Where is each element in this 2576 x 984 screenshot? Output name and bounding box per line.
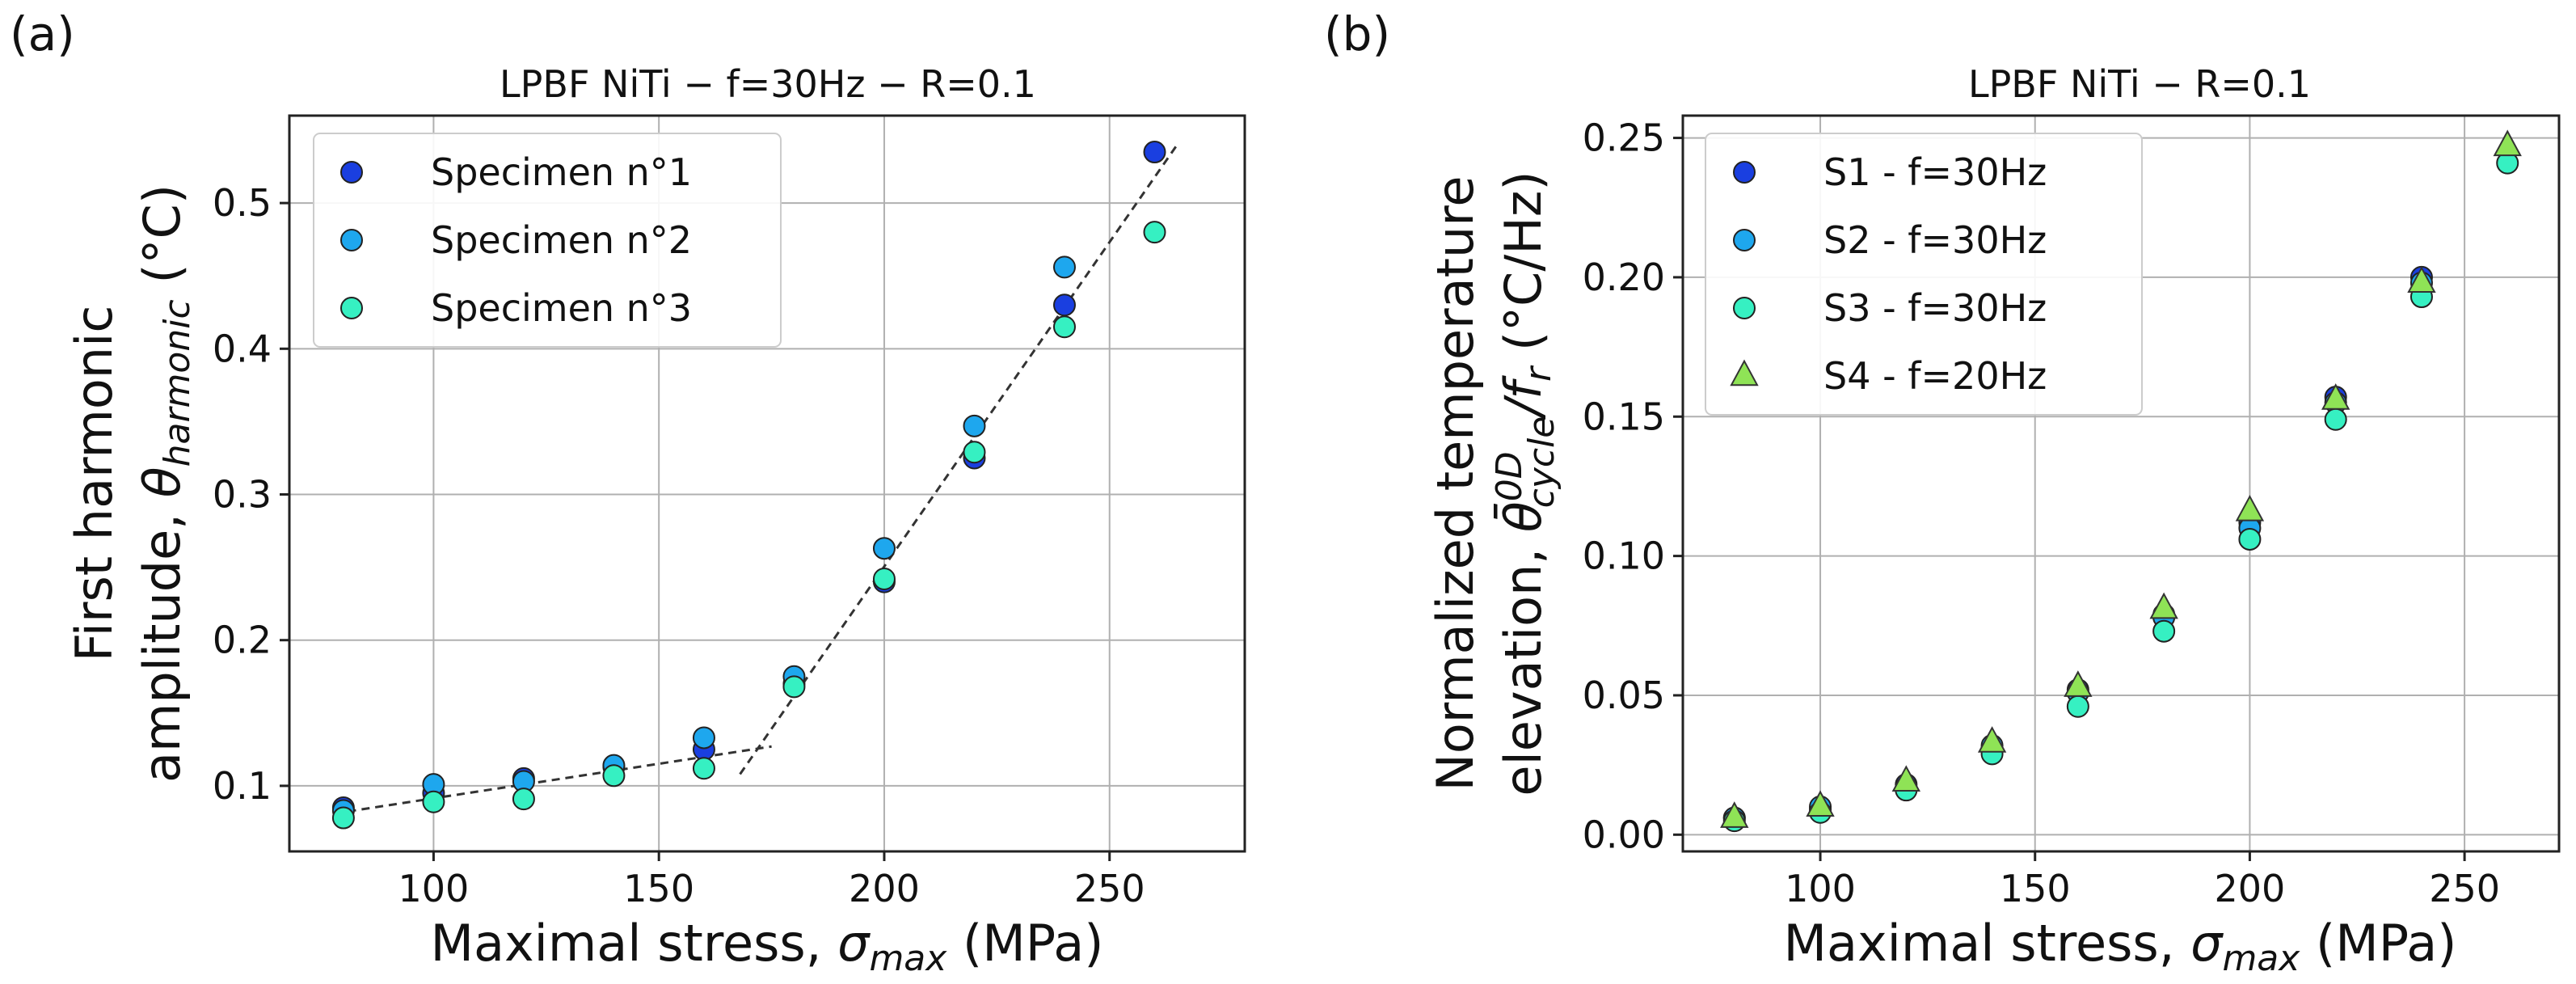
panel-b-title: LPBF NiTi − R=0.1	[1968, 62, 2311, 106]
panel-a-y-axis-label-line1: First harmonic	[65, 306, 124, 662]
panel-b-axes-frame	[1681, 114, 2561, 853]
panel-b-legend: S1 - f=30Hz S2 - f=30Hz S3 - f=30Hz S4 - f=…	[1705, 133, 2143, 416]
panel-a-fit-line	[334, 745, 772, 815]
panel-b-legend-label: S4 - f=20Hz	[1823, 354, 2047, 398]
panel-a-data-point	[963, 414, 986, 437]
panel-a-data-point	[1052, 294, 1076, 317]
panel-b-legend-marker	[1733, 297, 1756, 319]
panel-a-x-axis-label: Maximal stress, σmax (MPa)	[431, 914, 1104, 979]
panel-a-y-tick-label: 0.5	[213, 181, 272, 225]
panel-a-x-tick-label: 100	[398, 867, 470, 910]
panel-b-y-axis-label-line1: Normalized temperature	[1426, 175, 1485, 791]
panel-a-legend-marker	[340, 297, 363, 319]
panel-a-data-point	[1052, 256, 1076, 279]
panel-a-data-point	[872, 568, 896, 591]
panel-a-data-point	[512, 788, 535, 811]
panel-b-y-tick-label: 0.00	[1583, 813, 1665, 856]
panel-b-data-point	[2235, 494, 2265, 522]
panel-b-y-tick-label: 0.20	[1583, 256, 1665, 299]
panel-a-legend-label: Specimen n°2	[431, 218, 692, 262]
panel-a-y-tick-label: 0.3	[213, 473, 272, 517]
panel-b-y-tick-label: 0.05	[1583, 674, 1665, 717]
panel-b-x-tick-label: 250	[2429, 867, 2500, 910]
panel-a-legend-label: Specimen n°3	[431, 286, 692, 330]
panel-b-legend-label: S1 - f=30Hz	[1823, 150, 2047, 194]
panel-b-data-point	[1720, 801, 1749, 828]
panel-b-data-point	[1891, 765, 1920, 792]
panel-b-data-point	[2238, 527, 2262, 551]
panel-a-x-tick-label: 150	[623, 867, 694, 910]
panel-b-data-point	[1806, 790, 1835, 817]
panel-b-legend-box	[1705, 133, 2143, 416]
panel-a-data-point	[1052, 315, 1076, 339]
panel-a-label: (a)	[10, 6, 75, 61]
panel-b-legend-marker	[1733, 161, 1756, 184]
panel-a-y-axis-label-line2: amplitude, θharmonic (°C)	[133, 184, 198, 783]
panel-b-x-tick-label: 100	[1785, 867, 1856, 910]
panel-b-data-point	[2321, 383, 2350, 410]
panel-b-y-tick-label: 0.10	[1583, 534, 1665, 578]
panel-b-data-point	[2152, 619, 2176, 643]
panel-b-y-tick-label: 0.15	[1583, 395, 1665, 438]
panel-a-data-point	[692, 757, 715, 780]
panel-a-data-point	[1143, 141, 1166, 164]
panel-b-data-point	[2324, 408, 2347, 431]
panel-b: (b) LPBF NiTi − R=0.1 100 150 200 250 0.00 0.…	[1324, 6, 2561, 979]
panel-a-fit-line	[739, 144, 1178, 775]
panel-b-x-tick-label: 150	[2000, 867, 2071, 910]
panel-b-y-tick-label: 0.25	[1583, 116, 1665, 160]
panel-a-legend-label: Specimen n°1	[431, 150, 692, 194]
panel-a-x-tick-label: 200	[849, 867, 920, 910]
panel-a-legend-marker	[340, 161, 363, 184]
panel-a-data-point	[602, 764, 626, 788]
panel-b-legend-label: S2 - f=30Hz	[1823, 218, 2047, 262]
panel-b-data-point	[2407, 266, 2436, 294]
panel-a-axes-frame	[288, 114, 1246, 853]
panel-a-data-point	[331, 806, 355, 830]
panel-b-legend-marker	[1730, 359, 1759, 386]
panel-a-y-tick-label: 0.1	[213, 764, 272, 808]
panel-b-data-point	[2149, 592, 2178, 619]
panel-a-legend: Specimen n°1 Specimen n°2 Specimen n°3	[313, 133, 782, 348]
panel-a-y-tick-label: 0.4	[213, 327, 272, 370]
panel-b-data-point	[2064, 670, 2093, 697]
panel-b-y-axis-label-line2: elevation, θ̄0Dcycle/fr (°C/Hz)	[1489, 171, 1562, 796]
panel-b-data-point	[2066, 695, 2089, 718]
panel-a-data-point	[692, 726, 715, 750]
panel-a-legend-marker	[340, 229, 363, 251]
panel-a-data-point	[1143, 221, 1166, 244]
panel-a-data-point	[872, 537, 896, 560]
panel-a-data-point	[782, 675, 806, 699]
panel-b-data-point	[2493, 129, 2522, 157]
panel-b-legend-marker	[1733, 229, 1756, 251]
panel-b-legend-label: S3 - f=30Hz	[1823, 286, 2047, 330]
panel-a-x-tick-label: 250	[1074, 867, 1145, 910]
panel-b-x-axis-label: Maximal stress, σmax (MPa)	[1784, 914, 2457, 979]
panel-b-x-tick-label: 200	[2215, 867, 2286, 910]
panel-a-y-tick-label: 0.2	[213, 619, 272, 662]
panel-a: (a) LPBF NiTi − f=30Hz − R=0.1 100 150 200…	[10, 6, 1246, 979]
panel-a-data-point	[963, 441, 986, 464]
panel-b-label: (b)	[1324, 6, 1390, 61]
panel-a-legend-box	[313, 133, 782, 348]
panel-a-data-point	[422, 790, 445, 813]
panel-b-data-point	[1977, 726, 2007, 753]
panel-a-title: LPBF NiTi − f=30Hz − R=0.1	[500, 62, 1036, 106]
